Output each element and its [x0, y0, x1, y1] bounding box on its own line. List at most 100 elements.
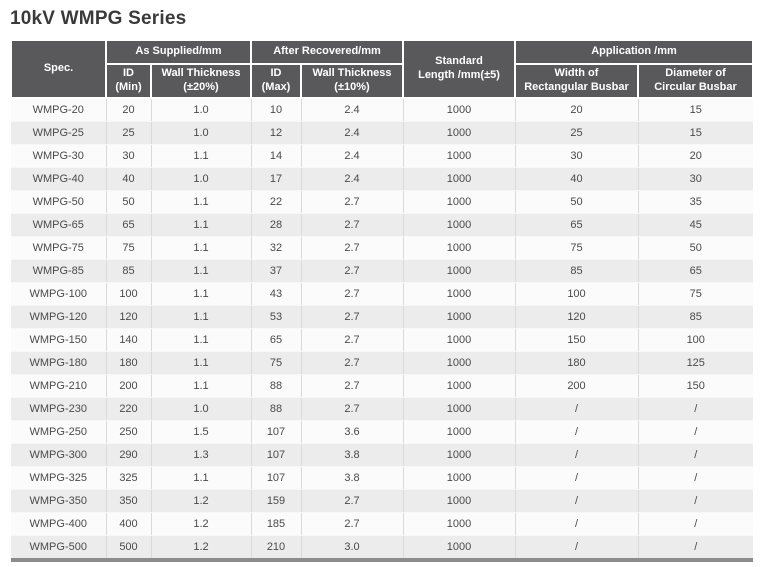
table-row: WMPG-20 20 1.0 10 2.4 1000 20 15 [11, 98, 753, 122]
id-min-cell: 30 [106, 144, 152, 168]
id-max-cell: 32 [251, 236, 302, 260]
wall-thickness-10-cell: 3.0 [301, 535, 404, 561]
spec-cell: WMPG-210 [11, 374, 107, 398]
wall-thickness-20-cell: 1.1 [151, 466, 252, 490]
dia-circ-busbar-cell: / [638, 466, 753, 490]
table-row: WMPG-230 220 1.0 88 2.7 1000// [11, 397, 753, 421]
id-min-cell: 100 [106, 282, 152, 306]
wall-thickness-20-cell: 1.1 [151, 305, 252, 329]
spec-cell: WMPG-50 [11, 190, 107, 214]
width-rect-busbar-cell: 40 [515, 167, 639, 191]
standard-length-cell: 1000 [403, 305, 516, 329]
dia-circ-busbar-cell: / [638, 443, 753, 467]
width-rect-busbar-cell: / [515, 535, 639, 561]
wall-thickness-20-cell: 1.1 [151, 213, 252, 237]
wall-thickness-20-cell: 1.1 [151, 351, 252, 375]
id-min-cell: 20 [106, 98, 152, 122]
width-rect-busbar-cell: 65 [515, 213, 639, 237]
table-row: WMPG-85 85 1.1 37 2.7 1000 85 65 [11, 259, 753, 283]
wall-thickness-10-cell: 2.7 [301, 236, 404, 260]
spec-cell: WMPG-40 [11, 167, 107, 191]
id-min-cell: 140 [106, 328, 152, 352]
wall-thickness-10-cell: 2.4 [301, 167, 404, 191]
wall-thickness-20-cell: 1.2 [151, 535, 252, 561]
id-min-cell: 400 [106, 512, 152, 536]
id-min-cell: 325 [106, 466, 152, 490]
wall-thickness-10-cell: 2.4 [301, 144, 404, 168]
dia-circ-busbar-cell: 20 [638, 144, 753, 168]
header-row-top: Spec. As Supplied/mm After Recovered/mm … [10, 39, 754, 99]
wall-thickness-10-cell: 2.7 [301, 259, 404, 283]
wall-thickness-10-cell: 2.7 [301, 282, 404, 306]
table-row: WMPG-500 500 1.2 210 3.0 1000// [11, 535, 753, 561]
spec-cell: WMPG-65 [11, 213, 107, 237]
wmpg-series-table: Spec. As Supplied/mm After Recovered/mm … [10, 39, 754, 562]
width-rect-busbar-cell: / [515, 466, 639, 490]
dia-circ-busbar-cell: / [638, 512, 753, 536]
spec-cell: WMPG-350 [11, 489, 107, 513]
width-rect-busbar-cell: / [515, 443, 639, 467]
id-max-cell: 12 [251, 121, 302, 145]
wall-thickness-20-cell: 1.1 [151, 328, 252, 352]
id-max-cell: 159 [251, 489, 302, 513]
dia-circ-busbar-cell: 30 [638, 167, 753, 191]
standard-length-cell: 1000 [403, 443, 516, 467]
spec-cell: WMPG-75 [11, 236, 107, 260]
table-row: WMPG-300 290 1.3 107 3.8 1000// [11, 443, 753, 467]
wall-thickness-10-cell: 2.4 [301, 121, 404, 145]
dia-circ-busbar-cell: 65 [638, 259, 753, 283]
table-row: WMPG-250 250 1.5 107 3.6 1000// [11, 420, 753, 444]
table-row: WMPG-50 50 1.1 22 2.7 1000 50 35 [11, 190, 753, 214]
wall-thickness-20-cell: 1.1 [151, 144, 252, 168]
dia-circ-busbar-cell: / [638, 420, 753, 444]
wall-thickness-10-cell: 3.6 [301, 420, 404, 444]
header-id-min: ID (Min) [105, 63, 152, 99]
id-max-cell: 88 [251, 374, 302, 398]
table-row: WMPG-40 40 1.0 17 2.4 1000 40 30 [11, 167, 753, 191]
id-min-cell: 200 [106, 374, 152, 398]
wall-thickness-10-cell: 2.7 [301, 374, 404, 398]
id-max-cell: 43 [251, 282, 302, 306]
dia-circ-busbar-cell: / [638, 489, 753, 513]
spec-cell: WMPG-180 [11, 351, 107, 375]
table-row: WMPG-75 75 1.1 32 2.7 1000 75 50 [11, 236, 753, 260]
wall-thickness-20-cell: 1.1 [151, 236, 252, 260]
id-max-cell: 22 [251, 190, 302, 214]
standard-length-cell: 1000 [403, 374, 516, 398]
id-max-cell: 107 [251, 466, 302, 490]
width-rect-busbar-cell: 180 [515, 351, 639, 375]
table-body: WMPG-20 20 1.0 10 2.4 1000 20 15 WMPG-25 25 1.0 12 2… [11, 98, 753, 561]
width-rect-busbar-cell: / [515, 512, 639, 536]
width-rect-busbar-cell: 120 [515, 305, 639, 329]
header-standard-length: Standard Length /mm(±5) [402, 39, 516, 99]
standard-length-cell: 1000 [403, 328, 516, 352]
id-max-cell: 10 [251, 98, 302, 122]
wall-thickness-10-cell: 2.7 [301, 397, 404, 421]
id-min-cell: 120 [106, 305, 152, 329]
header-wall-thickness-10: Wall Thickness (±10%) [300, 63, 404, 99]
header-wall-thickness-20: Wall Thickness (±20%) [150, 63, 252, 99]
spec-cell: WMPG-325 [11, 466, 107, 490]
dia-circ-busbar-cell: 15 [638, 98, 753, 122]
wall-thickness-10-cell: 2.7 [301, 328, 404, 352]
wall-thickness-10-cell: 3.8 [301, 443, 404, 467]
wall-thickness-20-cell: 1.5 [151, 420, 252, 444]
id-max-cell: 17 [251, 167, 302, 191]
dia-circ-busbar-cell: 75 [638, 282, 753, 306]
table-row: WMPG-210 200 1.1 88 2.7 1000 200 150 [11, 374, 753, 398]
id-max-cell: 14 [251, 144, 302, 168]
standard-length-cell: 1000 [403, 351, 516, 375]
id-min-cell: 290 [106, 443, 152, 467]
wall-thickness-10-cell: 2.7 [301, 489, 404, 513]
id-min-cell: 220 [106, 397, 152, 421]
id-min-cell: 50 [106, 190, 152, 214]
table-row: WMPG-30 30 1.1 14 2.4 1000 30 20 [11, 144, 753, 168]
spec-cell: WMPG-250 [11, 420, 107, 444]
header-after-recovered: After Recovered/mm [250, 39, 404, 65]
dia-circ-busbar-cell: 35 [638, 190, 753, 214]
width-rect-busbar-cell: 30 [515, 144, 639, 168]
header-as-supplied: As Supplied/mm [105, 39, 252, 65]
wall-thickness-20-cell: 1.3 [151, 443, 252, 467]
header-dia-circ-busbar: Diameter of Circular Busbar [637, 63, 754, 99]
dia-circ-busbar-cell: 45 [638, 213, 753, 237]
